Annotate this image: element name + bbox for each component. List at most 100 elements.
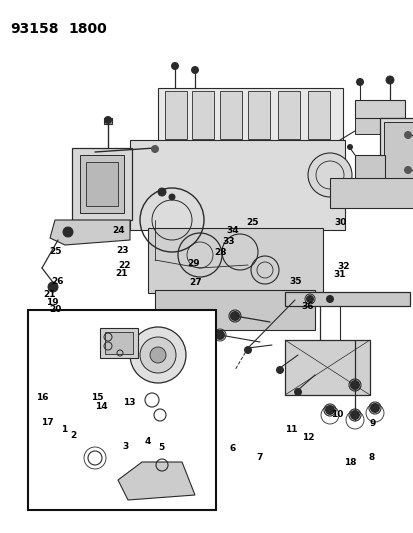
Text: 6: 6: [229, 445, 235, 453]
Text: 29: 29: [187, 259, 199, 268]
Circle shape: [157, 460, 166, 470]
Text: 30: 30: [334, 219, 346, 227]
Text: 27: 27: [189, 278, 202, 287]
Text: 17: 17: [41, 418, 54, 427]
Text: 36: 36: [301, 302, 313, 311]
Text: 21: 21: [115, 269, 127, 278]
Bar: [165, 91, 187, 139]
Bar: [219, 91, 242, 139]
Text: 31: 31: [332, 270, 345, 279]
Text: 23: 23: [116, 246, 129, 255]
Circle shape: [349, 410, 359, 420]
Circle shape: [63, 227, 73, 237]
Circle shape: [346, 144, 352, 150]
Text: 35: 35: [289, 277, 301, 286]
Text: 34: 34: [226, 227, 239, 235]
Bar: [284, 340, 369, 395]
Circle shape: [349, 380, 359, 390]
Bar: [379, 118, 413, 183]
Text: 5: 5: [158, 443, 164, 452]
Text: 28: 28: [214, 248, 226, 256]
Circle shape: [403, 166, 411, 174]
Bar: [80, 155, 124, 213]
Text: 4: 4: [145, 437, 151, 446]
Bar: [354, 118, 382, 134]
Text: 24: 24: [112, 226, 124, 235]
Polygon shape: [50, 220, 130, 245]
Circle shape: [104, 333, 112, 341]
Text: 2: 2: [70, 432, 76, 440]
Text: 18: 18: [343, 458, 355, 467]
Bar: [307, 91, 329, 139]
Circle shape: [275, 366, 283, 374]
Circle shape: [307, 153, 351, 197]
Text: 19: 19: [46, 298, 59, 306]
Text: 32: 32: [337, 262, 349, 271]
Text: 93158: 93158: [10, 22, 58, 36]
Text: 14: 14: [95, 402, 107, 410]
Text: 15: 15: [91, 393, 103, 401]
Circle shape: [169, 194, 175, 200]
Text: 21: 21: [43, 290, 56, 299]
Circle shape: [324, 405, 334, 415]
Circle shape: [146, 394, 158, 406]
Circle shape: [230, 311, 240, 321]
Text: 13: 13: [123, 398, 135, 407]
Circle shape: [369, 403, 379, 413]
Text: 22: 22: [118, 261, 130, 270]
Circle shape: [140, 337, 176, 373]
Bar: [104, 118, 112, 124]
Circle shape: [158, 188, 166, 196]
Circle shape: [190, 66, 199, 74]
Circle shape: [214, 330, 224, 340]
Text: 25: 25: [246, 219, 258, 227]
Bar: [158, 88, 342, 143]
Bar: [192, 91, 214, 139]
Circle shape: [151, 145, 159, 153]
Bar: [354, 100, 404, 118]
Text: 8: 8: [368, 453, 374, 462]
Bar: [100, 328, 138, 358]
Polygon shape: [118, 462, 195, 500]
Text: 1: 1: [61, 425, 67, 434]
Bar: [247, 91, 269, 139]
Circle shape: [104, 342, 112, 350]
Circle shape: [104, 116, 112, 124]
Bar: [105, 332, 133, 354]
Bar: [277, 91, 299, 139]
Circle shape: [89, 452, 101, 464]
Circle shape: [150, 347, 166, 363]
Circle shape: [385, 76, 393, 84]
Text: 12: 12: [301, 433, 314, 441]
Circle shape: [117, 350, 123, 356]
Circle shape: [325, 295, 333, 303]
Text: 33: 33: [222, 237, 235, 246]
Bar: [28, 310, 216, 510]
Circle shape: [130, 327, 185, 383]
Text: 26: 26: [52, 277, 64, 286]
Circle shape: [355, 78, 363, 86]
Bar: [72, 148, 132, 220]
Bar: [130, 140, 344, 230]
Text: 11: 11: [284, 425, 297, 433]
Circle shape: [171, 62, 178, 70]
Text: 16: 16: [36, 393, 49, 401]
Bar: [329, 178, 413, 208]
Circle shape: [48, 282, 58, 292]
Bar: [284, 292, 409, 306]
Text: 1800: 1800: [68, 22, 107, 36]
Circle shape: [154, 410, 165, 420]
Text: 25: 25: [49, 247, 61, 256]
Text: 9: 9: [368, 419, 375, 428]
Circle shape: [305, 295, 313, 303]
Circle shape: [403, 131, 411, 139]
Bar: [383, 122, 413, 179]
Circle shape: [243, 346, 252, 354]
Bar: [154, 290, 314, 330]
Text: 20: 20: [49, 305, 61, 313]
Text: 10: 10: [330, 410, 343, 419]
Bar: [147, 228, 322, 293]
Text: 3: 3: [122, 442, 128, 451]
Circle shape: [293, 388, 301, 396]
Bar: [86, 162, 118, 206]
